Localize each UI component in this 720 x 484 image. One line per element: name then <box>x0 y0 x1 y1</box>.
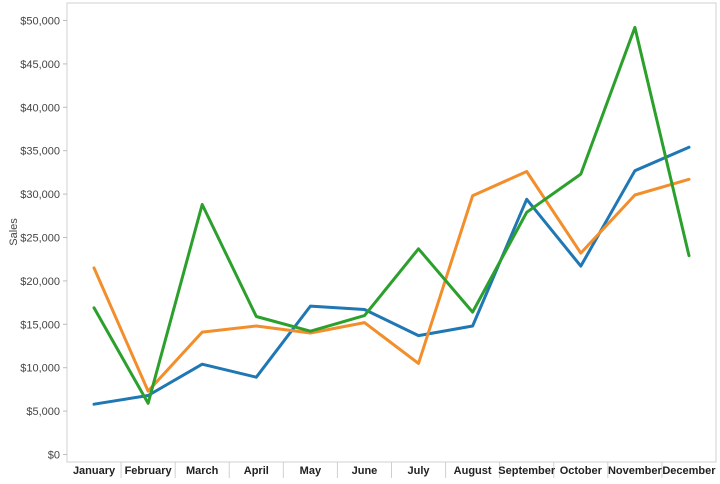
series-lines <box>92 25 691 406</box>
x-tick-label: June <box>352 465 378 477</box>
x-tick-label: May <box>300 465 322 477</box>
y-tick-label: $35,000 <box>20 146 60 158</box>
y-tick-label: $20,000 <box>20 276 60 288</box>
x-tick-label: March <box>186 465 219 477</box>
series-line-1 <box>92 145 691 406</box>
y-tick-label: $0 <box>48 450 60 462</box>
y-tick-label: $10,000 <box>20 363 60 375</box>
y-axis-label: Sales <box>8 218 20 246</box>
series-line-3 <box>92 25 691 405</box>
x-tick-label: December <box>662 465 716 477</box>
x-tick-label: February <box>125 465 173 477</box>
y-axis-ticks: $0 $5,000 $10,000 $15,000 $20,000 $25,000 $30,… <box>20 16 67 462</box>
y-tick-label: $50,000 <box>20 16 60 28</box>
y-tick-label: $40,000 <box>20 102 60 114</box>
x-tick-label: January <box>73 465 116 477</box>
x-tick-label: November <box>608 465 663 477</box>
y-tick-label: $30,000 <box>20 189 60 201</box>
y-tick-label: $5,000 <box>26 406 60 418</box>
x-tick-label: August <box>454 465 492 477</box>
x-tick-label: July <box>408 465 431 477</box>
x-tick-label: April <box>244 465 269 477</box>
x-axis-ticks: January February March April May June July Augu… <box>73 462 716 478</box>
y-tick-label: $25,000 <box>20 233 60 245</box>
y-tick-label: $45,000 <box>20 59 60 71</box>
series-line-2 <box>92 170 691 393</box>
x-tick-label: September <box>498 465 556 477</box>
x-tick-label: October <box>560 465 603 477</box>
y-tick-label: $15,000 <box>20 319 60 331</box>
